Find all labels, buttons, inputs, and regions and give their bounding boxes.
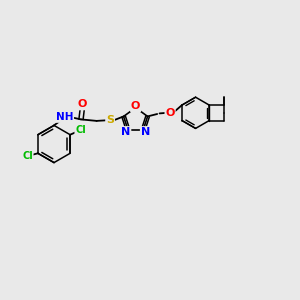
Text: Cl: Cl <box>22 151 33 161</box>
Text: O: O <box>78 99 87 110</box>
Text: N: N <box>141 127 150 137</box>
Text: O: O <box>165 108 175 118</box>
Text: Cl: Cl <box>75 125 86 135</box>
Text: N: N <box>121 127 130 137</box>
Text: NH: NH <box>56 112 73 122</box>
Text: S: S <box>106 115 114 125</box>
Text: O: O <box>131 101 140 111</box>
